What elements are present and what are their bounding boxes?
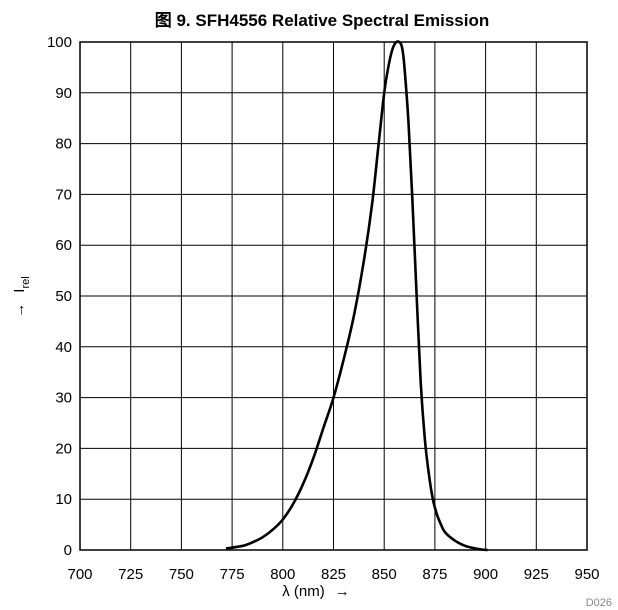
x-tick-label: 925 — [524, 566, 549, 583]
x-tick-label: 950 — [574, 566, 599, 583]
y-axis-label-main: I — [11, 289, 28, 293]
y-tick-label: 80 — [55, 136, 72, 153]
series-line — [225, 40, 488, 552]
y-tick-label: 50 — [55, 288, 72, 305]
x-tick-label: 825 — [321, 566, 346, 583]
x-axis-label-text: λ (nm) — [282, 583, 325, 600]
chart-title: 图 9. SFH4556 Relative Spectral Emission — [155, 11, 489, 30]
plot-frame — [79, 41, 588, 551]
y-axis-label-sub: rel — [20, 276, 32, 288]
y-tick-label: 90 — [55, 85, 72, 102]
y-tick-label: 20 — [55, 440, 72, 457]
x-tick-label: 850 — [372, 566, 397, 583]
x-tick-label: 725 — [118, 566, 143, 583]
y-tick-label: 0 — [64, 542, 72, 559]
y-tick-label: 10 — [55, 491, 72, 508]
y-axis-arrow: → — [11, 303, 28, 318]
grid — [79, 41, 588, 551]
x-tick-label: 750 — [169, 566, 194, 583]
y-tick-label: 100 — [47, 34, 72, 51]
figure-code: D026 — [586, 597, 612, 609]
y-tick-label: 30 — [55, 390, 72, 407]
x-tick-label: 875 — [422, 566, 447, 583]
y-tick-label: 70 — [55, 186, 72, 203]
x-tick-label: 800 — [270, 566, 295, 583]
x-tick-label: 775 — [220, 566, 245, 583]
x-axis-label: λ (nm) → — [282, 583, 350, 600]
x-tick-label: 900 — [473, 566, 498, 583]
y-tick-label: 60 — [55, 237, 72, 254]
y-axis-label: → Irel — [11, 276, 32, 317]
tick-labels: 700 725 750 775 800 825 850 875 900 925 950 0 10 20 30… — [47, 34, 600, 583]
x-axis-arrow: → — [335, 583, 350, 600]
x-tick-label: 700 — [67, 566, 92, 583]
y-tick-label: 40 — [55, 339, 72, 356]
